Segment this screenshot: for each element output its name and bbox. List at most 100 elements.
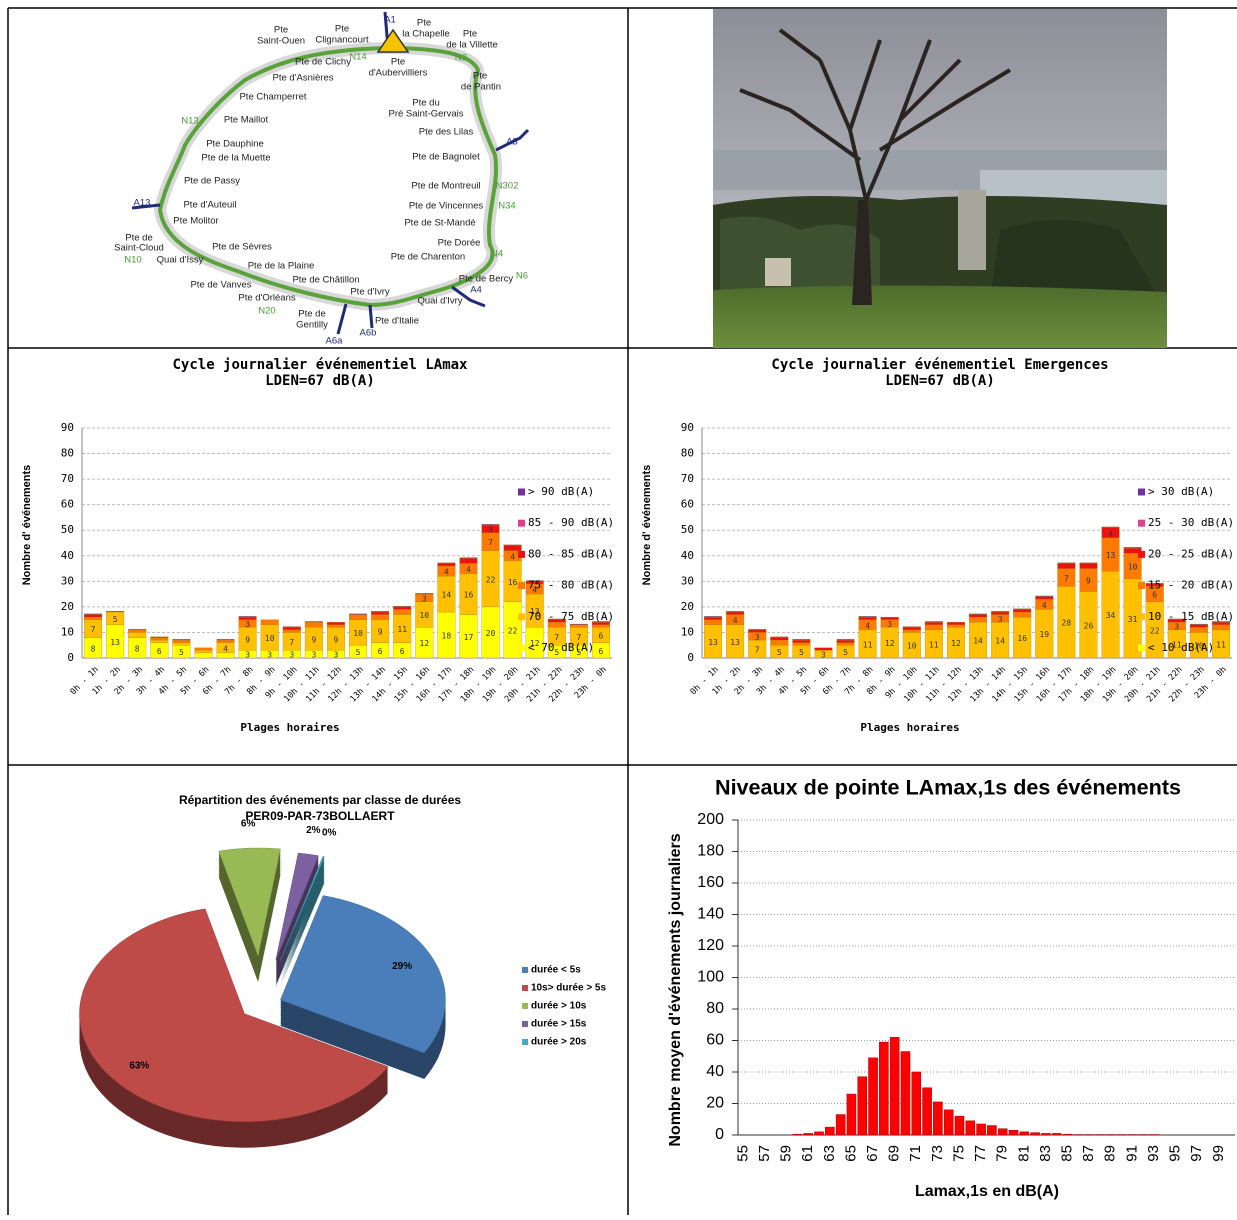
y-tick-label: 10 (681, 625, 694, 638)
bar-segment (903, 627, 921, 630)
bar-segment (195, 648, 213, 651)
bar-segment (925, 621, 943, 622)
y-tick-label: 0 (715, 1126, 724, 1143)
legend-swatch (518, 645, 525, 652)
bar-segment (859, 616, 877, 617)
bar-segment (837, 639, 855, 640)
bar (987, 1126, 996, 1135)
bar-segment (726, 611, 744, 612)
y-tick-label: 140 (697, 906, 724, 923)
legend-swatch (1138, 489, 1145, 496)
x-tick-label: 95 (1167, 1145, 1184, 1162)
bar-segment (770, 640, 788, 645)
bar-segment (815, 648, 833, 651)
x-tick-label: 61 (799, 1145, 816, 1162)
map-label: Pte d'Auteuil (183, 200, 236, 211)
bar (1020, 1132, 1029, 1135)
map-label: Pte (335, 24, 349, 35)
map-label: la Chapelle (402, 29, 450, 40)
map-label: Pte des Lilas (419, 127, 474, 138)
bar (825, 1127, 834, 1135)
x-tick-label: 73 (929, 1145, 946, 1162)
bar-segment (1013, 612, 1031, 617)
bar-segment (1102, 527, 1120, 528)
chart-title: Cycle journalier événementiel Emergences (771, 357, 1108, 373)
map-label: Pte de Clichy (295, 57, 351, 68)
y-axis-label: Nombre moyen d'événements journaliers (667, 833, 684, 1146)
bar-segment (793, 640, 811, 643)
map-label: Pte (473, 71, 487, 82)
bar-segment (1058, 563, 1076, 568)
y-tick-label: 80 (681, 447, 694, 460)
bar-segment (548, 622, 566, 627)
bar-segment (969, 617, 987, 622)
bar-segment (239, 616, 257, 617)
data-label: 6 (400, 647, 405, 656)
data-label: 8 (135, 644, 140, 653)
chart-subtitle: PER09-PAR-73BOLLAERT (245, 809, 395, 823)
bar-segment (859, 617, 877, 620)
legend-swatch (522, 1039, 528, 1045)
data-label: 3 (422, 594, 427, 603)
map-label: de Pantin (461, 82, 501, 93)
bar (901, 1052, 910, 1135)
bar-segment (1124, 547, 1142, 548)
y-tick-label: 0 (687, 651, 694, 664)
legend-label: 70 - 75 dB(A) (528, 610, 614, 623)
data-label: 5 (356, 648, 361, 657)
data-label: 6 (1152, 591, 1157, 600)
data-label: 7 (755, 646, 760, 655)
legend-label: > 90 dB(A) (528, 485, 594, 498)
y-tick-label: 180 (697, 843, 724, 860)
bar-segment (415, 593, 433, 594)
x-tick-label: 87 (1080, 1145, 1097, 1162)
data-label: 12 (885, 639, 895, 648)
bar-segment (84, 617, 102, 620)
map-label: N14 (349, 52, 366, 63)
bar-segment (393, 607, 411, 610)
photo (713, 9, 1167, 348)
bar-segment (903, 627, 921, 628)
bar (1031, 1133, 1040, 1135)
data-label: 4 (223, 644, 228, 653)
legend-label: durée < 5s (531, 965, 581, 976)
y-tick-label: 40 (681, 549, 694, 562)
map-label: de la Villette (446, 40, 498, 51)
map-label: Pte de Châtillon (292, 275, 359, 286)
bar-segment (947, 622, 965, 625)
bar-segment (305, 621, 323, 622)
bar-segment (570, 625, 588, 628)
legend-label: 10s> durée > 5s (531, 983, 606, 994)
x-axis-label: Lamax,1s en dB(A) (915, 1183, 1059, 1200)
x-tick-label: 65 (842, 1145, 859, 1162)
legend-swatch (1138, 551, 1145, 558)
bar-segment (947, 625, 965, 628)
bar-segment (969, 615, 987, 618)
map-label: Pte de Charenton (391, 252, 465, 263)
bar (1009, 1130, 1018, 1135)
map-label: A1 (384, 15, 396, 26)
data-label: 16 (508, 578, 518, 587)
data-label: 3 (289, 651, 294, 660)
data-label: 10 (419, 611, 429, 620)
map-label: N13 (181, 116, 198, 127)
data-label: 4 (444, 568, 449, 577)
legend-label: < 10 dB(A) (1148, 641, 1214, 654)
data-label: 7 (289, 638, 294, 647)
bar-segment (1190, 627, 1208, 632)
bar (890, 1037, 899, 1135)
data-label: 7 (91, 625, 96, 634)
legend-swatch (1138, 645, 1145, 652)
bar-segment (1190, 624, 1208, 625)
data-label: 63% (129, 1061, 149, 1072)
data-label: 22 (1150, 626, 1160, 635)
data-label: 9 (1086, 577, 1091, 586)
data-label: 12 (419, 639, 429, 648)
x-tick-label: 81 (1015, 1145, 1032, 1162)
y-tick-label: 80 (61, 447, 74, 460)
data-label: 8 (91, 644, 96, 653)
map-label: A6b (360, 328, 377, 339)
x-tick-label: 69 (886, 1145, 903, 1162)
map-label: Quai d'Issy (157, 255, 204, 266)
